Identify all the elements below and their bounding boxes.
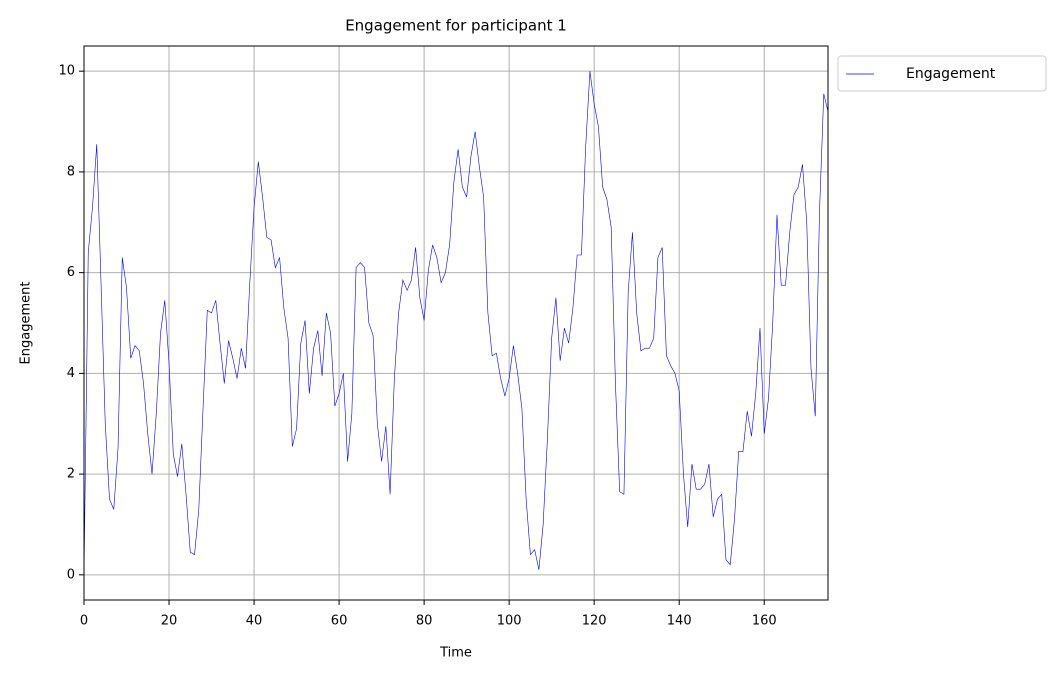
x-tick-label: 40 bbox=[246, 614, 263, 629]
y-axis-label: Engagement bbox=[19, 282, 34, 365]
grid bbox=[83, 46, 828, 600]
chart-title: Engagement for participant 1 bbox=[345, 17, 567, 35]
x-tick-label: 0 bbox=[80, 614, 88, 629]
x-tick-label: 120 bbox=[582, 614, 607, 629]
data-line bbox=[83, 71, 829, 575]
y-tick-label: 0 bbox=[67, 567, 75, 582]
legend: Engagement bbox=[837, 55, 1047, 92]
x-tick-label: 20 bbox=[161, 614, 178, 629]
y-tick-label: 10 bbox=[58, 64, 75, 79]
y-tick-label: 4 bbox=[67, 366, 75, 381]
x-tick-label: 80 bbox=[416, 614, 433, 629]
y-tick-label: 2 bbox=[67, 467, 75, 482]
x-axis-label: Time bbox=[439, 646, 472, 661]
plot-frame bbox=[83, 45, 829, 601]
legend-label: Engagement bbox=[906, 66, 996, 82]
plot bbox=[83, 71, 829, 575]
x-tick-label: 100 bbox=[497, 614, 522, 629]
legend-box bbox=[837, 55, 1047, 92]
y-tick-label: 6 bbox=[67, 265, 75, 280]
x-tick-label: 140 bbox=[667, 614, 692, 629]
y-tick-label: 8 bbox=[67, 164, 75, 179]
x-tick-label: 160 bbox=[752, 614, 777, 629]
x-tick-label: 60 bbox=[331, 614, 348, 629]
